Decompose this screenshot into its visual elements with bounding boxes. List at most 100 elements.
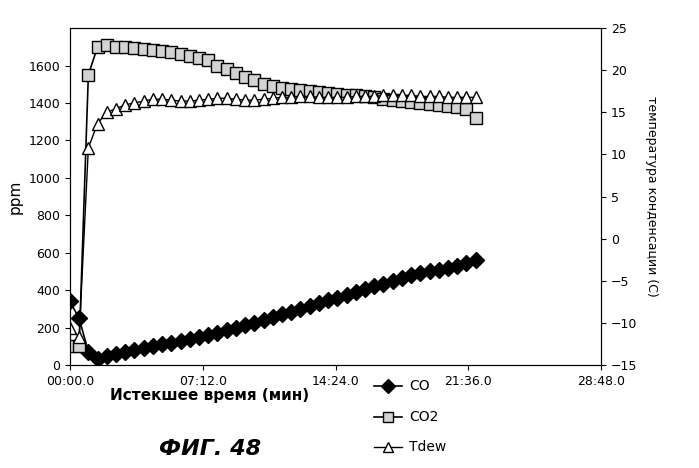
CO [149, 344, 157, 349]
Tdew [287, 95, 296, 100]
CO2 [416, 100, 424, 106]
CO [407, 272, 415, 278]
Tdew [444, 95, 452, 100]
CO [140, 345, 148, 351]
CO2 [296, 87, 305, 93]
CO [176, 338, 185, 344]
CO [278, 312, 286, 317]
CO [167, 340, 175, 345]
Tdew [296, 94, 305, 99]
CO [416, 271, 424, 276]
CO2 [94, 44, 102, 50]
CO2 [453, 104, 461, 110]
CO [112, 351, 120, 357]
CO [370, 284, 378, 289]
Y-axis label: температура конденсации (С): температура конденсации (С) [645, 96, 658, 297]
Tdew [112, 106, 120, 111]
Tdew [370, 94, 378, 99]
CO [343, 292, 351, 298]
CO2 [112, 44, 120, 50]
CO [435, 267, 443, 272]
CO2 [462, 106, 470, 111]
CO2 [268, 83, 277, 89]
CO [222, 328, 231, 333]
CO2 [435, 102, 443, 108]
CO2 [195, 55, 203, 61]
CO [305, 303, 314, 309]
Tdew [315, 95, 323, 100]
Text: CO2: CO2 [409, 410, 438, 424]
CO2 [66, 344, 74, 349]
CO2 [259, 81, 268, 87]
CO [380, 281, 388, 286]
CO2 [287, 86, 296, 92]
Tdew [462, 95, 470, 100]
Tdew [361, 94, 369, 99]
CO [103, 353, 111, 358]
CO2 [352, 93, 360, 98]
CO2 [241, 74, 250, 80]
Text: CO: CO [409, 379, 430, 393]
Tdew [167, 97, 175, 103]
CO [121, 349, 129, 355]
Line: CO2: CO2 [64, 39, 482, 352]
Tdew [204, 96, 212, 102]
Tdew [213, 95, 222, 101]
CO [472, 257, 480, 263]
Tdew [343, 95, 351, 100]
CO2 [84, 72, 92, 78]
CO2 [343, 92, 351, 97]
Tdew [426, 94, 434, 99]
Tdew [380, 93, 388, 98]
CO2 [222, 66, 231, 72]
Tdew [149, 96, 157, 102]
CO [444, 265, 452, 271]
Tdew [250, 97, 259, 103]
Tdew [130, 100, 138, 106]
CO [213, 330, 222, 336]
Tdew [416, 94, 424, 99]
CO2 [167, 50, 175, 55]
Tdew [222, 95, 231, 101]
CO [296, 306, 305, 312]
CO [398, 275, 406, 281]
CO [333, 295, 342, 300]
CO2 [130, 45, 138, 51]
Tdew [453, 95, 461, 100]
Text: Истекшее время (мин): Истекшее время (мин) [110, 388, 309, 403]
CO [259, 317, 268, 323]
Tdew [94, 121, 102, 126]
CO2 [426, 101, 434, 107]
CO [94, 357, 102, 362]
CO [84, 349, 92, 355]
Tdew [472, 95, 480, 100]
CO2 [407, 99, 415, 105]
CO2 [324, 90, 332, 95]
CO2 [278, 85, 286, 91]
CO2 [250, 78, 259, 83]
CO [453, 263, 461, 269]
CO [204, 332, 212, 338]
Tdew [259, 96, 268, 102]
CO [186, 336, 194, 342]
Y-axis label: ppm: ppm [8, 179, 23, 214]
CO2 [158, 48, 166, 53]
Tdew [84, 145, 92, 151]
CO [268, 314, 277, 320]
Tdew [352, 94, 360, 99]
CO [287, 309, 296, 314]
Tdew [66, 325, 74, 330]
Text: Tdew: Tdew [409, 440, 446, 454]
CO2 [398, 98, 406, 104]
CO2 [472, 115, 480, 121]
CO2 [361, 94, 369, 99]
CO [66, 299, 74, 304]
CO [462, 260, 470, 266]
Tdew [176, 98, 185, 104]
Tdew [389, 93, 397, 98]
Tdew [195, 97, 203, 103]
Tdew [324, 95, 332, 100]
Tdew [75, 334, 83, 340]
CO [75, 315, 83, 321]
CO [158, 342, 166, 347]
